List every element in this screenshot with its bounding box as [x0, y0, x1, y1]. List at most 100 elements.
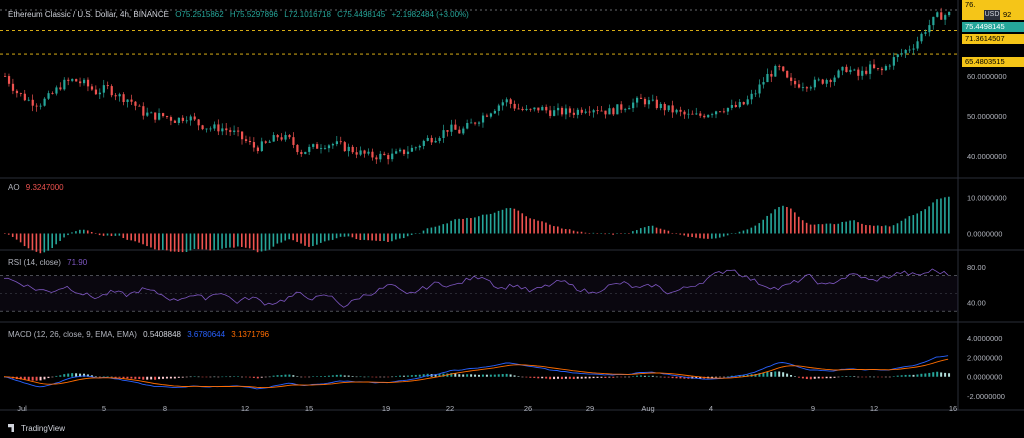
candle-body [83, 79, 86, 84]
candle-body [280, 137, 283, 140]
macd-hist-bar [809, 376, 812, 380]
candle-body [189, 116, 192, 121]
candle-body [904, 49, 907, 54]
ao-bar [691, 233, 693, 238]
candle-body [363, 150, 366, 154]
ao-bar [320, 233, 322, 243]
candle-body [462, 128, 465, 134]
ao-bar [715, 233, 717, 239]
ao-bar [118, 233, 121, 236]
macd-hist-bar [813, 376, 816, 379]
ao-bar [256, 233, 259, 253]
macd-hist-bar [316, 376, 319, 377]
candle-body [470, 122, 473, 124]
ao-bar [165, 233, 168, 251]
macd-hist-bar [904, 374, 907, 377]
macd-hist-bar [296, 376, 299, 377]
macd-hist-bar [391, 376, 394, 378]
macd-hist-bar [762, 372, 765, 377]
time-axis-label: Jul [17, 404, 27, 413]
candle-body [4, 76, 7, 77]
top-price-tag: 76. [962, 0, 1024, 10]
ao-bar [395, 233, 397, 240]
ao-bar [154, 233, 156, 250]
candle-body [154, 112, 157, 120]
macd-hist-bar [533, 376, 536, 378]
ao-bar [481, 214, 484, 234]
macd-hist-bar [805, 376, 808, 380]
candle-body [383, 153, 386, 156]
candle-body [596, 110, 599, 112]
ao-bar [762, 219, 764, 234]
candle-body [722, 111, 726, 113]
ao-bar [817, 224, 820, 234]
macd-hist-bar [521, 376, 524, 378]
ao-bar [750, 227, 753, 234]
macd-hist-bar [383, 376, 386, 378]
ao-bar [462, 218, 464, 234]
ao-bar [825, 223, 828, 234]
ao-bar [501, 209, 504, 234]
ao-bar [545, 222, 547, 234]
macd-hist-bar [865, 376, 868, 378]
candle-body [312, 144, 315, 147]
macd-hist-bar [304, 376, 307, 378]
candle-body [213, 124, 216, 129]
ao-bar [173, 233, 176, 252]
ao-bar [142, 233, 144, 245]
ao-bar [718, 233, 721, 238]
macd-hist-bar [90, 375, 93, 377]
macd-hist-bar [655, 376, 658, 378]
candle-body [67, 79, 70, 81]
ao-bar [387, 233, 389, 242]
candle-body [671, 105, 674, 113]
ao-bar [643, 227, 646, 234]
candle-body [402, 149, 406, 154]
ao-bar [391, 233, 393, 242]
ao-bar [849, 220, 851, 234]
ao-bar [742, 230, 745, 234]
candle-body [474, 122, 477, 124]
candle-body [758, 84, 761, 94]
candle-body [841, 66, 844, 71]
macd-hist-bar [343, 375, 346, 377]
ao-bar [861, 223, 863, 234]
candle-body [422, 140, 425, 146]
candle-body [308, 146, 311, 152]
tradingview-logo[interactable]: TradingView [8, 424, 65, 433]
ao-bar [323, 233, 326, 242]
ao-bar [509, 207, 512, 234]
time-axis-label: 16 [949, 404, 957, 413]
ao-bar [244, 233, 247, 248]
candle-body [675, 109, 678, 113]
ao-bar [237, 233, 239, 247]
macd-hist-bar [845, 376, 848, 377]
ao-bar [639, 228, 642, 234]
macd-hist-bar [663, 376, 666, 378]
candle-body [726, 107, 730, 112]
macd-hist-bar [359, 376, 362, 378]
candle-body [770, 73, 773, 77]
macd-hist-bar [857, 376, 860, 378]
macd-hist-bar [711, 376, 714, 378]
candle-body [114, 95, 117, 97]
macd-hist-bar [27, 376, 30, 381]
time-axis-label: 12 [870, 404, 878, 413]
candle-body [31, 99, 34, 106]
ao-bar [288, 233, 290, 240]
macd-hist-bar [197, 376, 200, 378]
macd-hist-bar [596, 376, 599, 378]
currency-badge[interactable]: USD [984, 10, 1000, 20]
ao-bar [122, 233, 125, 239]
macd-hist-bar [59, 375, 62, 377]
ao-bar [402, 233, 405, 239]
time-axis-label: 4 [709, 404, 713, 413]
candle-body [782, 66, 785, 71]
ao-bar [553, 226, 555, 234]
candle-body [521, 108, 524, 111]
ao-bar [707, 233, 709, 239]
macd-hist-bar [434, 374, 437, 377]
macd-hist-bar [884, 376, 887, 378]
candle-body [284, 135, 287, 140]
